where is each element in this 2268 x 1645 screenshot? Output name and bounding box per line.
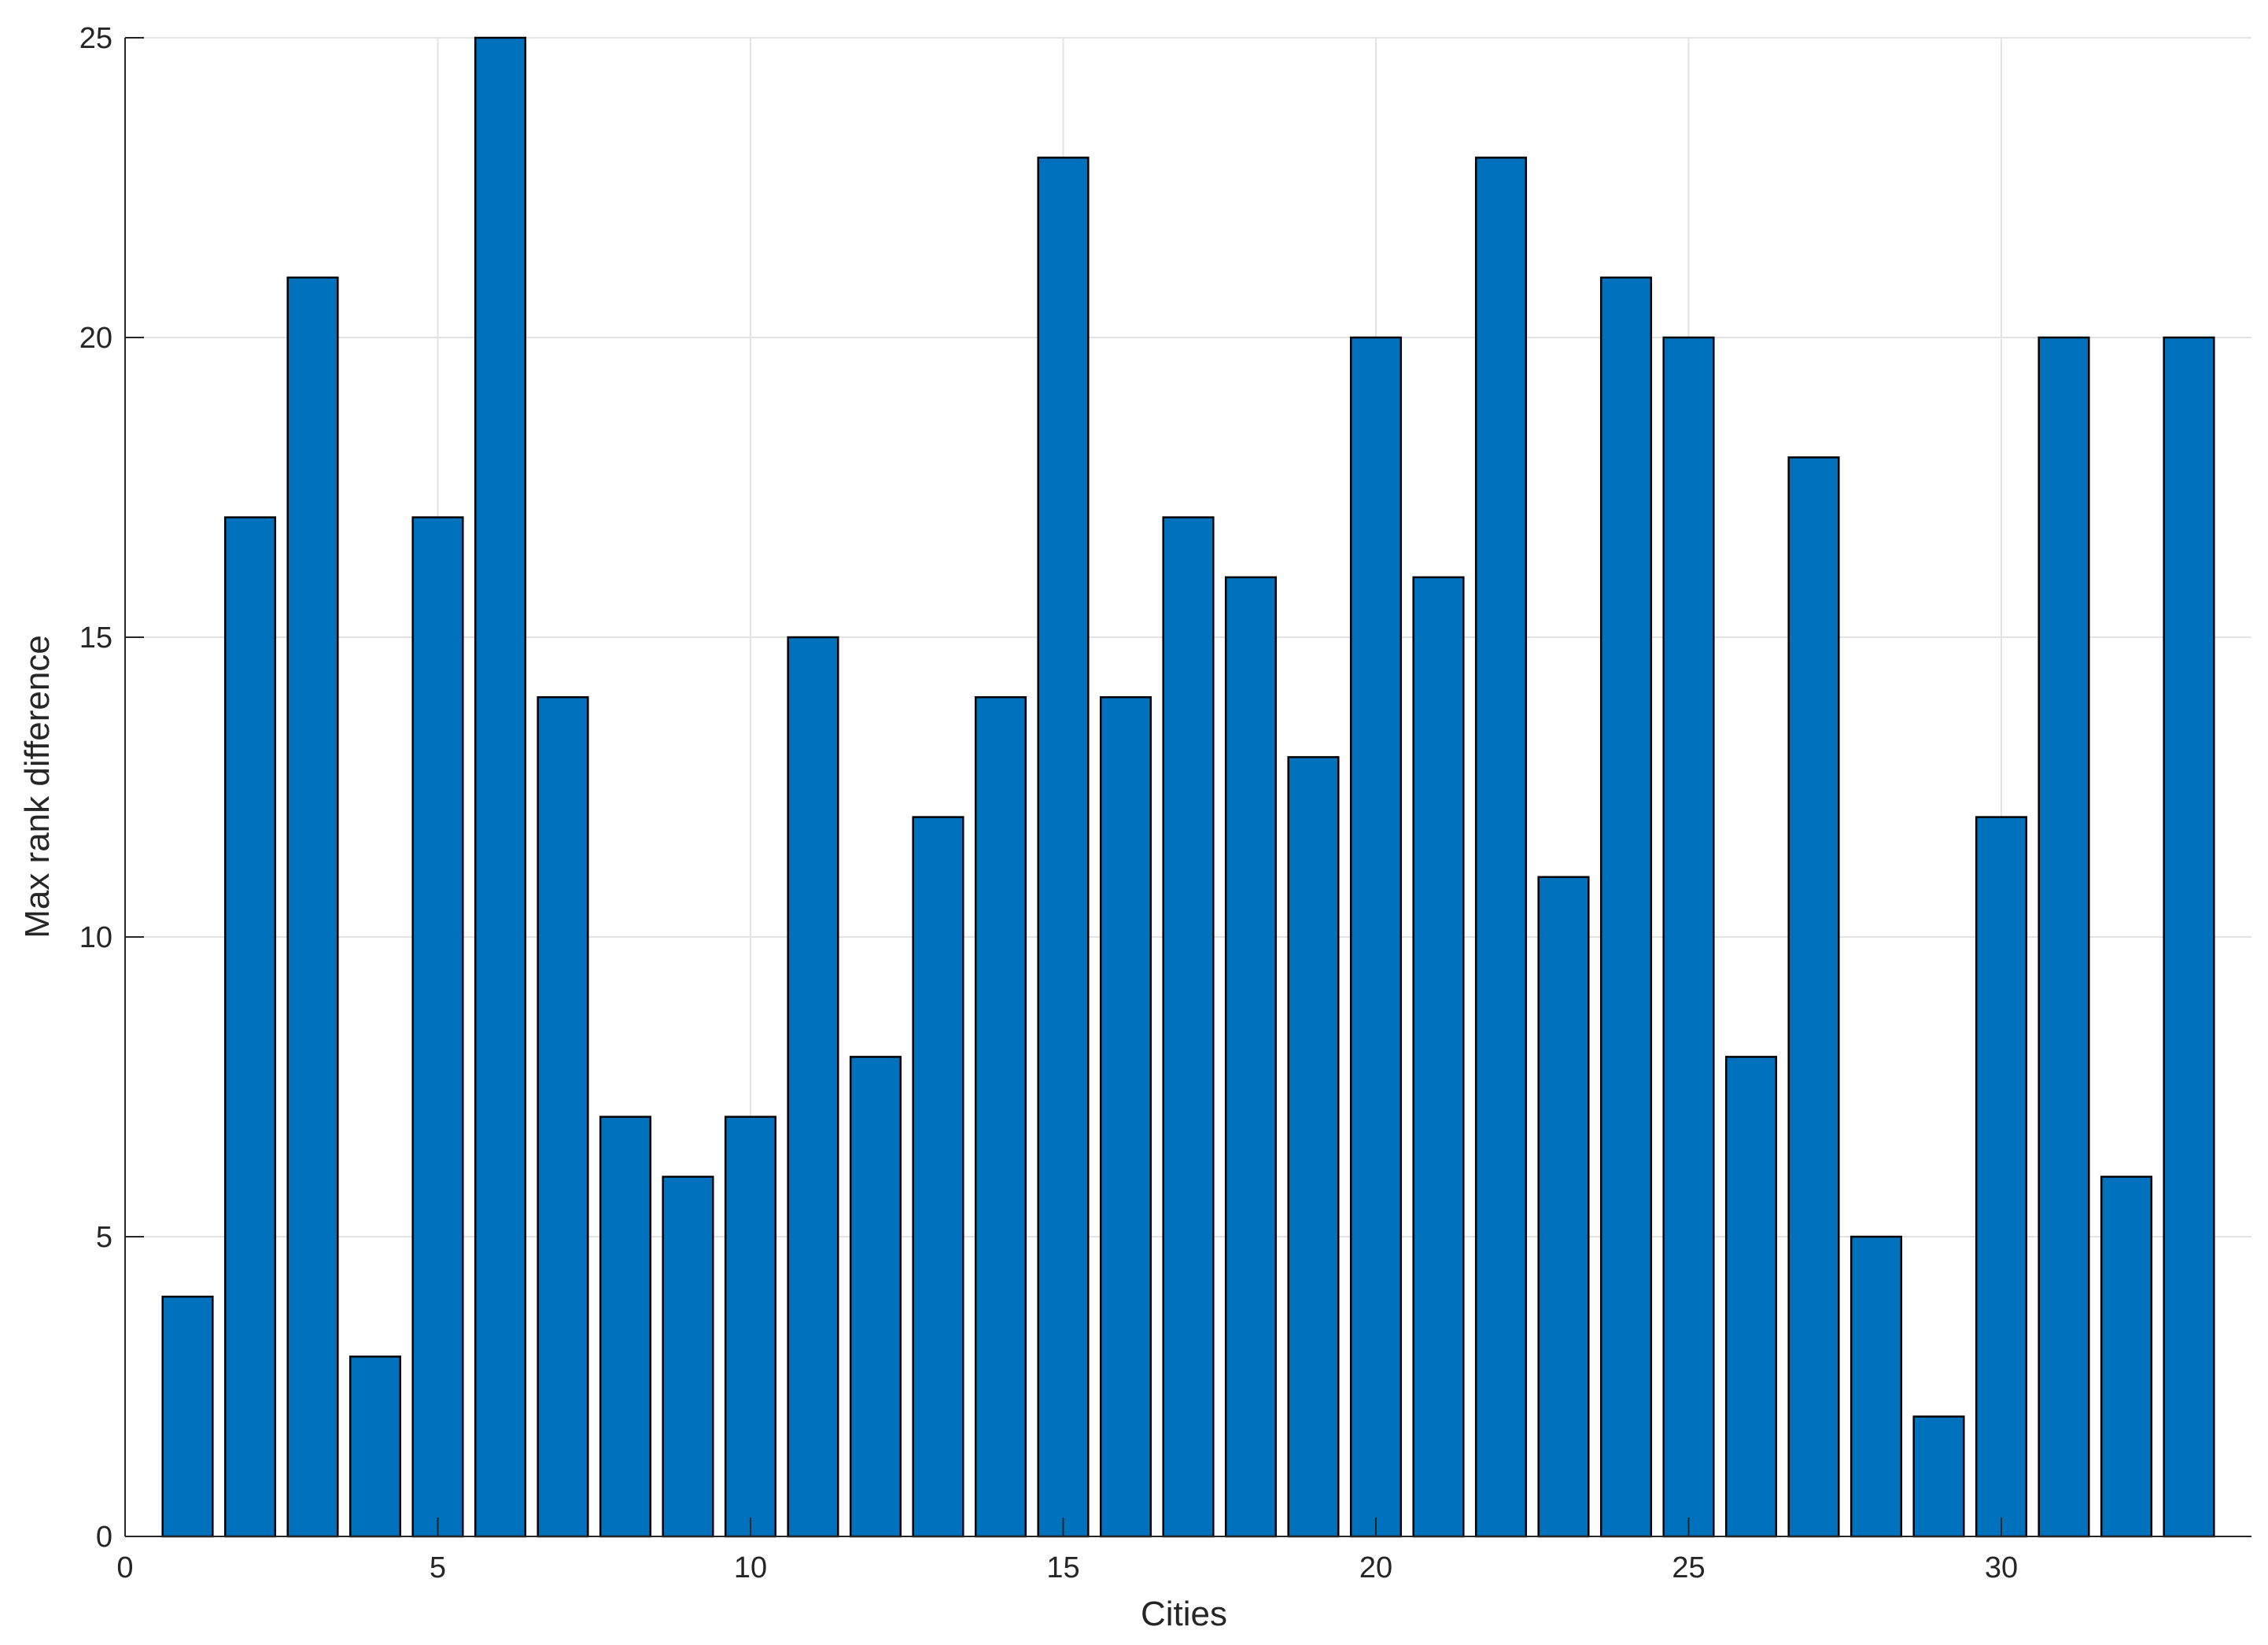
bar-city-5 xyxy=(411,516,464,1538)
bar-city-33 xyxy=(2163,336,2215,1538)
bar-city-16 xyxy=(1099,695,1152,1538)
bar-city-21 xyxy=(1412,576,1465,1538)
y-tick-label: 10 xyxy=(79,921,112,954)
bar-city-24 xyxy=(1599,276,1653,1538)
bar-city-27 xyxy=(1787,456,1840,1538)
bar-city-31 xyxy=(2038,336,2090,1538)
x-tick-label: 0 xyxy=(116,1551,133,1584)
bar-city-14 xyxy=(974,695,1027,1538)
tick-labels: 0 5 10 15 20 25 30 0 5 10 15 20 25 xyxy=(79,22,2018,1584)
bar-city-11 xyxy=(787,636,839,1538)
y-tick-label: 25 xyxy=(79,22,112,55)
bar-city-6 xyxy=(474,36,527,1538)
bar-city-13 xyxy=(912,816,964,1538)
bar-city-29 xyxy=(1912,1415,1965,1538)
bar-city-18 xyxy=(1224,576,1278,1538)
bar-city-3 xyxy=(286,276,339,1538)
bar-city-23 xyxy=(1537,876,1590,1538)
y-tick-label: 0 xyxy=(96,1521,112,1554)
bar-city-30 xyxy=(1975,816,2028,1538)
bar-city-20 xyxy=(1349,336,1403,1538)
bar-city-9 xyxy=(662,1175,714,1538)
bar-city-25 xyxy=(1662,336,1715,1538)
y-tick-label: 5 xyxy=(96,1221,112,1254)
bar-city-28 xyxy=(1849,1235,1903,1538)
axes xyxy=(124,37,2251,1537)
bar-city-12 xyxy=(849,1056,902,1538)
bar-city-32 xyxy=(2100,1175,2153,1538)
bars xyxy=(161,36,2215,1538)
bar-city-10 xyxy=(724,1116,777,1538)
x-tick-label: 10 xyxy=(734,1551,767,1584)
bar-city-1 xyxy=(161,1295,214,1538)
bar-city-22 xyxy=(1474,157,1528,1538)
x-tick-label: 30 xyxy=(1985,1551,2018,1584)
y-tick-label: 15 xyxy=(79,621,112,655)
bar-city-17 xyxy=(1162,516,1215,1538)
bar-city-15 xyxy=(1037,157,1090,1538)
x-tick-label: 5 xyxy=(430,1551,446,1584)
x-tick-label: 20 xyxy=(1359,1551,1392,1584)
bar-city-7 xyxy=(537,695,589,1538)
x-axis-title: Cities xyxy=(1141,1595,1227,1633)
y-axis-title: Max rank difference xyxy=(18,635,57,939)
bar-city-19 xyxy=(1287,756,1340,1538)
x-tick-label: 25 xyxy=(1672,1551,1705,1584)
bar-city-26 xyxy=(1724,1056,1778,1538)
y-tick-label: 20 xyxy=(79,322,112,355)
bar-city-2 xyxy=(223,516,277,1538)
x-tick-label: 15 xyxy=(1046,1551,1079,1584)
bar-city-4 xyxy=(348,1355,402,1538)
bar-city-8 xyxy=(599,1116,652,1538)
